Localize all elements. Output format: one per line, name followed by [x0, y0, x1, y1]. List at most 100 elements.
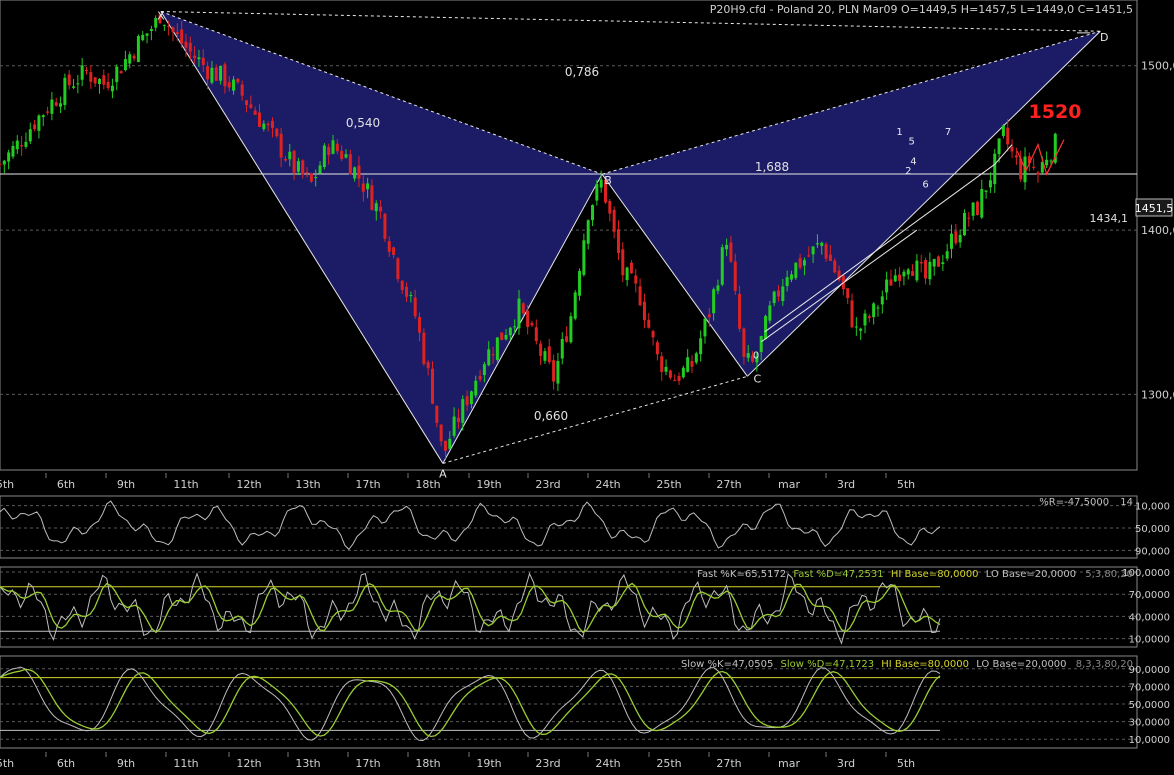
pattern-point-x: X: [157, 10, 165, 23]
candle-body: [20, 145, 24, 147]
candle-body: [755, 356, 759, 363]
candle-body: [984, 190, 988, 192]
candle-body: [418, 317, 422, 333]
candle-body: [616, 229, 620, 253]
candle-body: [954, 231, 958, 244]
candle-body: [599, 179, 603, 188]
candle-body: [694, 353, 698, 363]
candle-body: [625, 267, 629, 281]
candle-body: [426, 362, 430, 369]
candle-body: [820, 242, 824, 246]
target-price-label: 1520: [1029, 101, 1082, 123]
candle-body: [543, 351, 547, 361]
candle-body: [707, 314, 711, 318]
candle-body: [46, 111, 50, 113]
candle-body: [296, 161, 300, 172]
candle-body: [673, 380, 677, 382]
slow-hi-base-legend: HI Base=80,0000: [881, 659, 969, 670]
candle-body: [491, 354, 495, 356]
candle-body: [815, 243, 819, 245]
candle-body: [366, 183, 370, 190]
candle-body: [119, 71, 123, 74]
candle-body: [880, 296, 884, 305]
candle-body: [898, 274, 902, 281]
candle-body: [223, 64, 227, 87]
trend-channel: [760, 139, 1065, 343]
candle-body: [318, 165, 322, 174]
fast-lo-base-legend: LO Base=20,0000: [986, 569, 1076, 580]
oscillator-tick-label: 10,0000: [1129, 635, 1170, 646]
candle-body: [413, 297, 417, 317]
candle-body: [11, 145, 15, 157]
x-tick-label: 11th: [173, 478, 198, 491]
oscillator-tick-label: 40,0000: [1129, 612, 1170, 623]
oscillator-tick-label: 10,000: [1135, 502, 1170, 513]
candle-body: [547, 346, 551, 363]
candle-body: [249, 104, 253, 108]
candle-body: [807, 255, 811, 257]
candle-body: [1045, 159, 1049, 166]
x-tick-label: 23rd: [535, 478, 560, 491]
candle-body: [746, 353, 750, 358]
slow-stochastic-legend: Slow %K=47,0505 Slow %D=47,1723 HI Base=…: [681, 659, 1133, 670]
candle-body: [85, 70, 88, 72]
candle-body: [210, 67, 214, 83]
candle-body: [962, 212, 966, 236]
x-tick-label: 5th: [0, 478, 14, 491]
candle-body: [54, 102, 58, 106]
candle-body: [733, 261, 737, 291]
candle-body: [154, 18, 158, 28]
pattern-point-c: C: [754, 372, 762, 385]
candle-body: [392, 247, 396, 255]
x-tick-label: 3rd: [837, 757, 855, 770]
x-tick-label: 18th: [415, 478, 440, 491]
x-tick-label: 5th: [897, 757, 915, 770]
slow-d-line: [0, 668, 941, 738]
candle-body: [846, 288, 850, 299]
candle-body: [677, 375, 681, 381]
candle-body: [885, 279, 889, 293]
candle-body: [206, 66, 210, 80]
oscillator-tick-label: 10,0000: [1129, 735, 1170, 746]
williams-r-line: [0, 500, 941, 551]
candle-body: [33, 124, 37, 130]
candle-body: [824, 244, 828, 259]
ratio-label-0540: 0,540: [346, 116, 380, 130]
candle-body: [534, 327, 538, 342]
candle-body: [37, 115, 41, 131]
candle-body: [7, 152, 11, 162]
ratio-label-0786: 0,786: [565, 65, 599, 79]
candle-body: [681, 367, 685, 378]
candle-body: [772, 291, 776, 304]
candle-body: [521, 303, 525, 314]
candle-body: [997, 138, 1001, 155]
x-tick-label: 17th: [355, 478, 380, 491]
candle-body: [184, 41, 188, 48]
price-panel: 1500,0 1400,0 1300,0 X A B C D 0 1 24 5 6 7 P20H9.c…: [0, 0, 1174, 480]
price-tick-label: 1400,0: [1141, 224, 1174, 237]
candle-body: [980, 189, 984, 218]
candle-body: [132, 55, 136, 59]
candle-body: [582, 240, 586, 275]
candle-body: [76, 83, 80, 85]
candle-body: [340, 151, 344, 160]
pattern-point-d: D: [1100, 31, 1108, 44]
x-tick-label: 13th: [295, 757, 320, 770]
wave-labels: 0 1 24 5 6 7: [753, 127, 951, 361]
ratio-line-xb: [160, 11, 603, 175]
candle-body: [764, 315, 768, 340]
candle-body: [699, 338, 703, 355]
candle-body: [500, 332, 504, 340]
candle-body: [1036, 172, 1040, 175]
candle-body: [1027, 156, 1031, 164]
candle-body: [837, 270, 841, 280]
candle-body: [919, 261, 923, 264]
candle-body: [270, 120, 274, 128]
candle-body: [115, 66, 119, 83]
oscillator-tick-label: 50,0000: [1129, 700, 1170, 711]
candle-body: [262, 123, 266, 130]
slow-stochastic-grid: 90,0000 70,0000 50,0000 30,0000 10,0000: [0, 665, 1170, 746]
candle-body: [1049, 160, 1053, 162]
ratio-label-1688: 1,688: [755, 160, 789, 174]
candle-body: [422, 332, 426, 365]
